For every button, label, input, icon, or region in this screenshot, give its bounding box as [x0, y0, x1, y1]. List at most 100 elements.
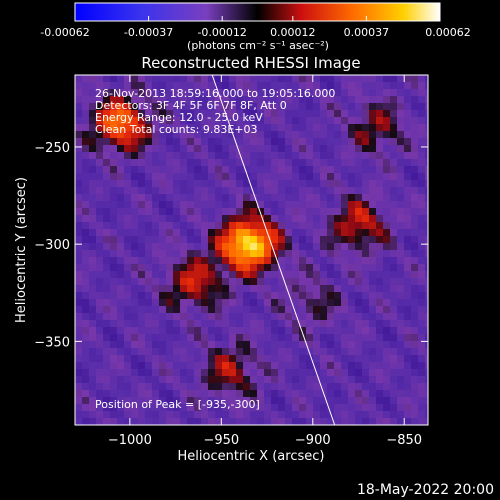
heatmap-cell: [229, 334, 237, 342]
heatmap-cell: [103, 229, 111, 237]
heatmap-cell: [355, 404, 363, 412]
heatmap-cell: [369, 201, 377, 209]
heatmap-cell: [152, 89, 160, 97]
heatmap-cell: [271, 404, 279, 412]
heatmap-cell: [131, 376, 139, 384]
heatmap-cell: [208, 152, 216, 160]
heatmap-cell: [425, 376, 428, 384]
heatmap-cell: [425, 327, 428, 335]
heatmap-cell: [278, 194, 286, 202]
heatmap-cell: [425, 159, 428, 167]
heatmap-cell: [89, 383, 97, 391]
heatmap-cell: [110, 418, 118, 425]
heatmap-cell: [397, 299, 405, 307]
heatmap-cell: [369, 362, 377, 370]
heatmap-cell: [257, 96, 265, 104]
heatmap-cell: [278, 131, 286, 139]
heatmap-cell: [299, 236, 307, 244]
heatmap-cell: [411, 103, 419, 111]
heatmap-cell: [320, 180, 328, 188]
heatmap-cell: [341, 320, 349, 328]
heatmap-cell: [173, 341, 181, 349]
heatmap-cell: [418, 159, 426, 167]
heatmap-cell: [187, 250, 195, 258]
heatmap-cell: [117, 145, 125, 153]
heatmap-cell: [334, 96, 342, 104]
heatmap-cell: [103, 299, 111, 307]
heatmap-cell: [425, 362, 428, 370]
heatmap-cell: [222, 257, 230, 265]
heatmap-cell: [327, 341, 335, 349]
heatmap-cell: [187, 299, 195, 307]
heatmap-cell: [264, 369, 272, 377]
heatmap-cell: [124, 362, 132, 370]
heatmap-cell: [75, 194, 83, 202]
heatmap-cell: [96, 250, 104, 258]
heatmap-cell: [166, 187, 174, 195]
heatmap-cell: [383, 418, 391, 425]
heatmap-cell: [271, 194, 279, 202]
heatmap-cell: [418, 348, 426, 356]
heatmap-cell: [222, 397, 230, 405]
heatmap-cell: [166, 292, 174, 300]
heatmap-cell: [292, 215, 300, 223]
heatmap-cell: [418, 110, 426, 118]
heatmap-cell: [362, 376, 370, 384]
heatmap-cell: [320, 383, 328, 391]
heatmap-cell: [292, 285, 300, 293]
heatmap-cell: [327, 257, 335, 265]
heatmap-cell: [285, 152, 293, 160]
heatmap-cell: [201, 187, 209, 195]
heatmap-cell: [138, 264, 146, 272]
heatmap-cell: [411, 215, 419, 223]
heatmap-cell: [250, 411, 258, 419]
heatmap-cell: [369, 131, 377, 139]
heatmap-cell: [383, 278, 391, 286]
heatmap-cell: [348, 306, 356, 314]
heatmap-cell: [264, 334, 272, 342]
heatmap-cell: [201, 362, 209, 370]
heatmap-cell: [124, 299, 132, 307]
heatmap-cell: [103, 243, 111, 251]
heatmap-cell: [334, 159, 342, 167]
y-tick-label: −300: [34, 238, 70, 253]
heatmap-cell: [334, 341, 342, 349]
heatmap-cell: [173, 215, 181, 223]
heatmap-cell: [425, 383, 428, 391]
heatmap-cell: [124, 271, 132, 279]
heatmap-cell: [229, 110, 237, 118]
heatmap-cell: [236, 117, 244, 125]
heatmap-cell: [383, 208, 391, 216]
heatmap-cell: [418, 222, 426, 230]
heatmap-cell: [425, 411, 428, 419]
heatmap-cell: [131, 173, 139, 181]
heatmap-cell: [131, 306, 139, 314]
heatmap-cell: [397, 243, 405, 251]
heatmap-cell: [369, 278, 377, 286]
heatmap-cell: [292, 96, 300, 104]
heatmap-cell: [82, 208, 90, 216]
heatmap-cell: [250, 82, 258, 90]
heatmap-cell: [369, 285, 377, 293]
heatmap-cell: [243, 236, 251, 244]
heatmap-cell: [229, 320, 237, 328]
heatmap-cell: [187, 159, 195, 167]
heatmap-cell: [201, 201, 209, 209]
heatmap-cell: [313, 362, 321, 370]
heatmap-cell: [383, 355, 391, 363]
heatmap-cell: [201, 264, 209, 272]
heatmap-cell: [194, 222, 202, 230]
heatmap-cell: [411, 271, 419, 279]
heatmap-cell: [131, 327, 139, 335]
heatmap-cell: [75, 208, 83, 216]
heatmap-cell: [243, 369, 251, 377]
heatmap-cell: [250, 278, 258, 286]
heatmap-cell: [376, 327, 384, 335]
heatmap-cell: [404, 117, 412, 125]
heatmap-cell: [187, 208, 195, 216]
heatmap-cell: [355, 96, 363, 104]
heatmap-cell: [355, 187, 363, 195]
heatmap-cell: [124, 82, 132, 90]
heatmap-cell: [145, 187, 153, 195]
heatmap-cell: [390, 383, 398, 391]
